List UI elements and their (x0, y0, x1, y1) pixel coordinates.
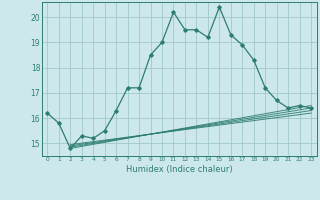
X-axis label: Humidex (Indice chaleur): Humidex (Indice chaleur) (126, 165, 233, 174)
